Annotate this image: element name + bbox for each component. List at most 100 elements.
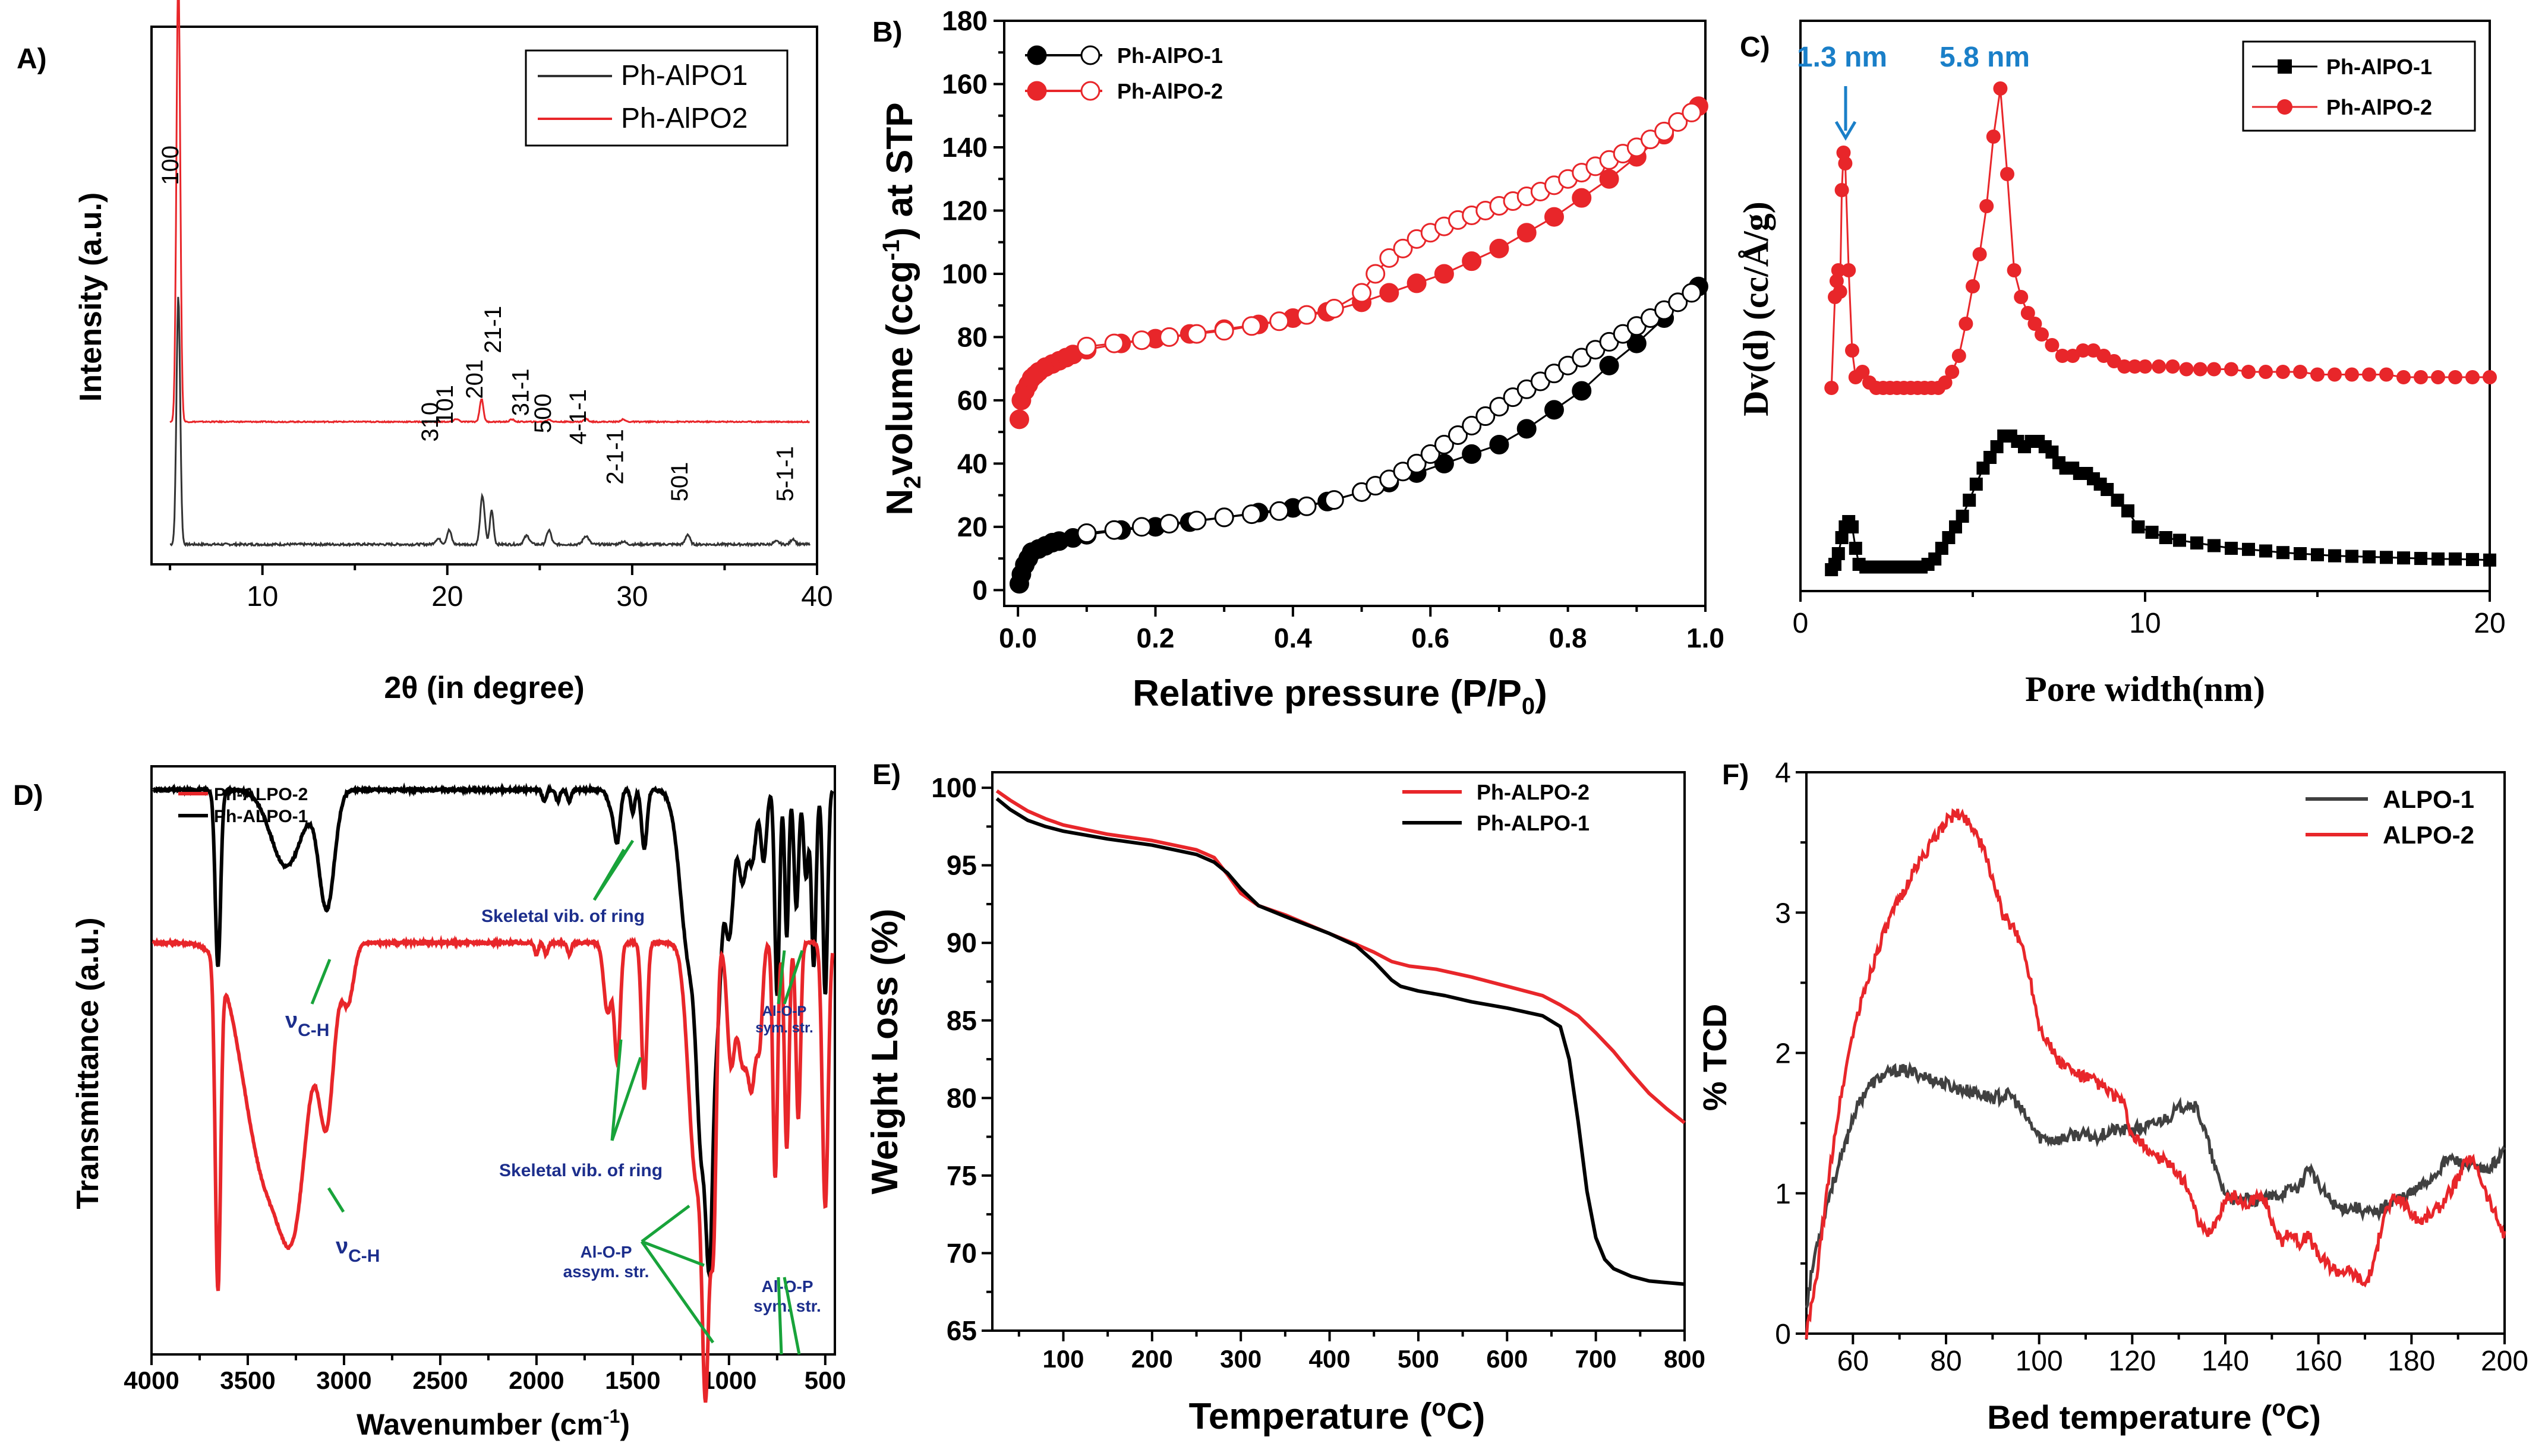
panel-c-point [2121,504,2134,517]
panel-c-point [2000,167,2014,181]
panel-c-point [2310,367,2325,382]
panel-a-frame [150,26,818,566]
panel-b-point [1009,409,1029,429]
panel-b-point [1462,444,1482,464]
panel-e-series [995,789,1686,1286]
panel-c-point [1963,494,1976,507]
panel-d-x-tick-label: 1500 [605,1366,660,1394]
panel-d-x-axis-label: Wavenumber (cm-1) [357,1406,630,1441]
panel-e-x-tick-label: 800 [1664,1345,1705,1373]
panel-c-point [2363,550,2376,564]
panel-e-x-tick-label: 400 [1309,1345,1351,1373]
panel-e-series-2 [995,797,1685,1286]
panel-f-y-tick-label: 4 [1775,757,1791,789]
panel-b-point [1352,283,1372,303]
panel-e-x-tick-label: 600 [1486,1345,1528,1373]
panel-b-x-tick-label: 0.4 [1274,623,1312,653]
panel-c-legend-label-2: Ph-AlPO-2 [2326,95,2432,119]
panel-a-peak-label: 500 [530,393,556,433]
panel-b-point [1544,207,1564,227]
panel-a-series-1 [169,296,811,548]
panel-b-point [1434,453,1454,473]
panel-c: C) 0 10 20 1.3 nm 5.8 nm Pore width(nm) Dv… [1736,20,2506,709]
panel-b-point [1324,299,1344,319]
panel-f-y-tick-label: 1 [1775,1179,1791,1210]
panel-a-x-tick-label: 30 [616,581,648,612]
panel-a-peak-label: 5-1-1 [772,446,799,501]
panel-b-frame [1003,20,1707,607]
panel-c-point [1983,451,1997,464]
panel-e-y-tick-label: 75 [947,1160,977,1191]
panel-d-annotation-nu-ch-1: νC-H [285,1008,329,1040]
panel-b-point [1269,501,1289,521]
panel-f-x-tick-label: 120 [2108,1346,2156,1377]
panel-b-point [1475,406,1496,427]
panel-b-point [1668,292,1688,312]
panel-c-point [2362,367,2376,382]
panel-c-line-1 [1830,435,2490,570]
panel-a-peak-label: 501 [667,462,693,502]
panel-b-series [1009,96,1708,594]
panel-c-point [1829,274,1844,288]
panel-c-point [2101,483,2114,496]
panel-c-x-tick-label: 10 [2129,608,2161,639]
panel-e-label: E) [872,759,901,791]
panel-b-point [1516,223,1537,243]
panel-d-x-tick-label: 1000 [701,1366,756,1394]
panel-c-point [2276,546,2289,560]
panel-a-x-tick-label: 20 [431,581,463,612]
panel-a-peak-label: 31-1 [508,368,534,416]
panel-c-point [1972,247,1987,261]
panel-d-y-axis-label: Transmittance (a.u.) [71,917,105,1209]
panel-e-x-tick-label: 200 [1131,1345,1173,1373]
panel-f-label: F) [1722,759,1749,791]
panel-a-peak-label: 101 [432,385,458,425]
panel-b-point [1406,273,1427,293]
panel-c-legend-marker-2 [2277,99,2292,115]
panel-e-ticks: 100 200 300 400 500 600 700 800 65 70 75 80 85 90 95 10… [931,772,1705,1373]
panel-b-point [1269,311,1289,331]
panel-a-legend: Ph-AlPO1 Ph-AlPO2 [525,49,789,147]
panel-d-x-tick-label: 2000 [509,1366,564,1394]
panel-d-arrow-13 [783,1277,801,1355]
panel-c-point [1945,365,1960,379]
panel-c-point [2131,520,2145,533]
panel-c-point [2224,362,2238,377]
panel-d-arrow-4 [592,839,635,901]
panel-a-peak-label: 310 [417,402,443,442]
panel-f-y-tick-label: 0 [1775,1319,1791,1350]
panel-d-x-tick-label: 2500 [412,1366,468,1394]
panel-f-frame [1805,771,2506,1335]
panel-c-point [1834,183,1849,197]
panel-e-y-tick-label: 100 [931,772,977,803]
panel-c-point [2345,549,2358,563]
panel-c-x-tick-label: 20 [2474,608,2505,639]
panel-c-point [2045,446,2059,459]
panel-b-point [1462,416,1482,436]
panel-d-label: D) [13,780,43,811]
panel-c-x-axis-label: Pore width(nm) [2025,669,2265,709]
panel-c-point [2293,365,2307,379]
panel-f-series [1805,808,2506,1340]
panel-c-point [2431,370,2445,384]
panel-c-point [2259,365,2273,379]
panel-b-y-tick-label: 0 [972,574,988,605]
panel-b-x-axis-label: Relative pressure (P/P0) [1133,673,1547,719]
panel-d-arrow-12 [777,1277,783,1355]
panel-d-annotation-alop-1: Al-O-P [762,1003,807,1019]
panel-c-label: C) [1740,31,1770,63]
panel-e-y-axis-label: Weight Loss (%) [865,908,906,1194]
panel-c-point [2159,531,2172,544]
panel-a-y-axis-label: Intensity (a.u.) [74,192,108,402]
panel-c-point [1976,462,1990,475]
panel-c-point [2138,359,2152,374]
panel-c-point [1966,279,1980,293]
panel-b-legend-label-1: Ph-AlPO-1 [1117,43,1223,68]
panel-b-line-2 [1086,292,1692,534]
panel-b-point [1077,523,1097,544]
panel-c-point [1855,365,1870,379]
panel-c-point [1835,531,1849,544]
panel-d-arrow-6 [610,1057,642,1141]
